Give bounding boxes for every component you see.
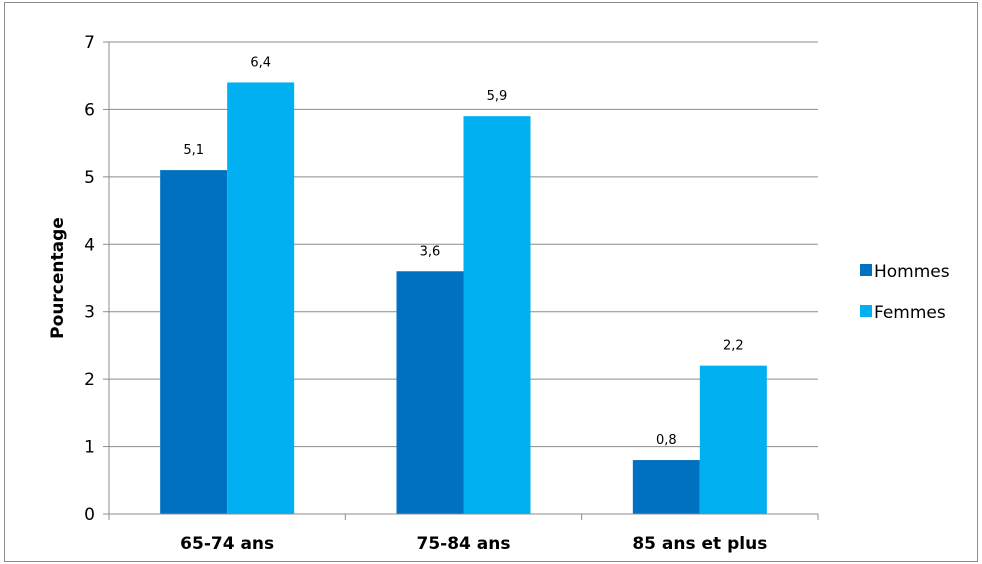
axes	[103, 41, 819, 520]
data-label: 5,1	[183, 143, 204, 158]
x-category-labels: 65-74 ans 75-84 ans 85 ans et plus	[180, 534, 767, 554]
bar-femmes	[699, 365, 767, 514]
bar-hommes	[396, 271, 464, 514]
data-label: 3,6	[420, 244, 441, 259]
legend-swatch	[860, 305, 872, 317]
bar-hommes	[632, 460, 700, 514]
legend-swatch	[860, 264, 872, 276]
bars	[160, 82, 767, 515]
bar-hommes	[160, 170, 228, 514]
data-label: 0,8	[656, 433, 677, 448]
data-label: 2,2	[723, 339, 744, 354]
bar-femmes	[227, 82, 295, 514]
data-label: 6,4	[250, 55, 271, 70]
y-tick-label: 7	[84, 33, 95, 53]
y-tick-label: 2	[84, 370, 95, 390]
y-tick-label: 0	[84, 505, 95, 525]
y-tick-label: 5	[84, 168, 95, 188]
data-labels: 5,1 6,4 3,6 5,9 0,8 2,2	[183, 55, 743, 448]
legend-label: Femmes	[874, 303, 946, 323]
y-tick-label: 3	[84, 303, 95, 323]
bar-femmes	[463, 116, 531, 515]
y-tick-label: 6	[84, 100, 95, 120]
x-category-label: 85 ans et plus	[632, 534, 767, 554]
y-tick-labels: 0 1 2 3 4 5 6 7	[84, 33, 95, 525]
x-category-label: 75-84 ans	[417, 534, 511, 554]
y-tick-label: 1	[84, 438, 95, 458]
legend: Hommes Femmes	[860, 262, 950, 323]
y-axis-title: Pourcentage	[48, 217, 68, 339]
data-label: 5,9	[487, 89, 508, 104]
y-tick-label: 4	[84, 235, 95, 255]
legend-label: Hommes	[874, 262, 950, 282]
x-category-label: 65-74 ans	[180, 534, 274, 554]
